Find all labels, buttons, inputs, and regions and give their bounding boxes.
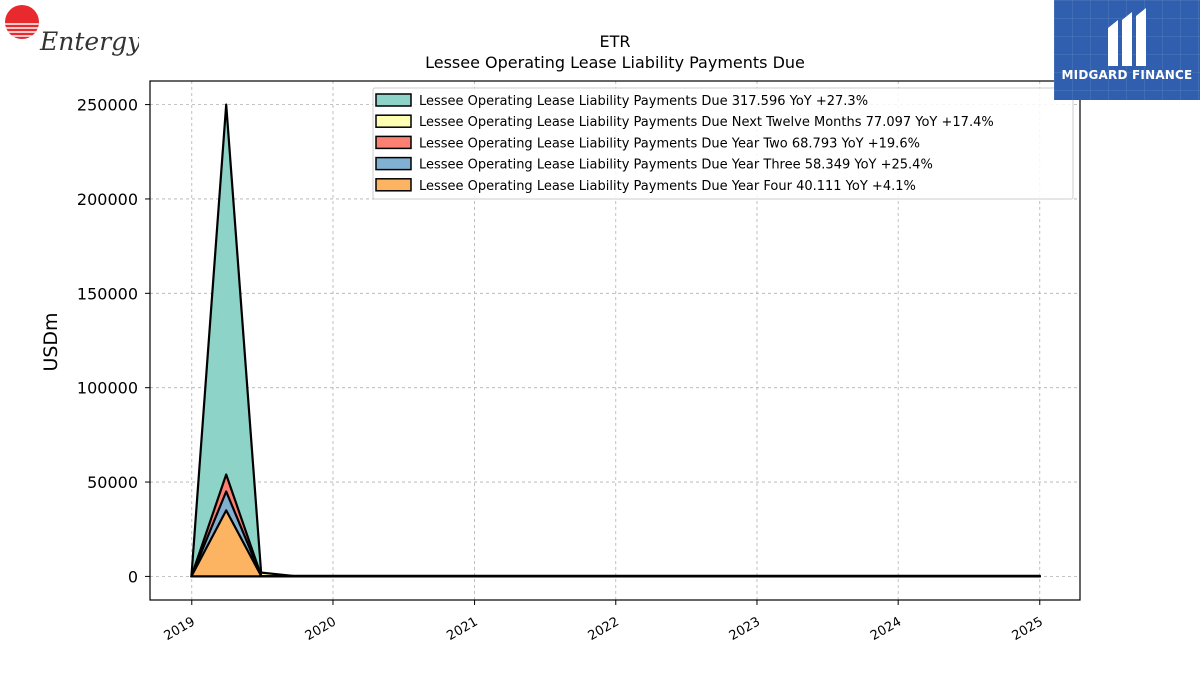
legend-label: Lessee Operating Lease Liability Payment… bbox=[419, 94, 868, 109]
legend-swatch bbox=[375, 114, 412, 128]
midgard-m-icon bbox=[1108, 8, 1146, 66]
entergy-sun-icon: Entergy bbox=[5, 5, 142, 56]
x-tick-label: 2021 bbox=[444, 614, 480, 644]
midgard-finance-text: MIDGARD FINANCE bbox=[1061, 68, 1193, 82]
x-tick-label: 2020 bbox=[303, 614, 339, 644]
chart-title: ETR bbox=[600, 32, 631, 51]
legend-box bbox=[372, 87, 1074, 200]
x-tick-label: 2023 bbox=[727, 614, 763, 644]
x-tick-label: 2019 bbox=[162, 614, 198, 644]
legend-swatch bbox=[375, 178, 412, 192]
legend-label: Lessee Operating Lease Liability Payment… bbox=[419, 179, 916, 194]
legend-label: Lessee Operating Lease Liability Payment… bbox=[419, 115, 994, 130]
x-tick-label: 2025 bbox=[1010, 614, 1046, 644]
legend-label: Lessee Operating Lease Liability Payment… bbox=[419, 158, 933, 173]
chart-subtitle: Lessee Operating Lease Liability Payment… bbox=[425, 53, 805, 72]
x-tick-label: 2024 bbox=[868, 614, 904, 644]
series-layer bbox=[190, 103, 1041, 578]
y-axis-label: USDm bbox=[40, 312, 62, 371]
y-tick-label: 100000 bbox=[77, 379, 138, 398]
legend-swatch bbox=[375, 93, 412, 107]
series-area-4 bbox=[190, 509, 1041, 578]
y-tick-label: 200000 bbox=[77, 190, 138, 209]
legend-label: Lessee Operating Lease Liability Payment… bbox=[419, 136, 920, 151]
y-tick-label: 250000 bbox=[77, 96, 138, 115]
y-tick-label: 0 bbox=[128, 567, 138, 586]
legend-swatch bbox=[375, 135, 412, 150]
x-tick-label: 2022 bbox=[586, 614, 622, 644]
entergy-wordmark: Entergy bbox=[39, 27, 139, 56]
legend-swatch bbox=[375, 156, 412, 171]
y-tick-label: 150000 bbox=[77, 284, 138, 303]
y-tick-label: 50000 bbox=[87, 473, 138, 492]
plot-frame bbox=[149, 80, 1081, 601]
midgard-finance-badge: MIDGARD FINANCE bbox=[1054, 0, 1200, 100]
entergy-logo: Entergy bbox=[4, 4, 142, 60]
legend: Lessee Operating Lease Liability Payment… bbox=[372, 87, 1074, 200]
